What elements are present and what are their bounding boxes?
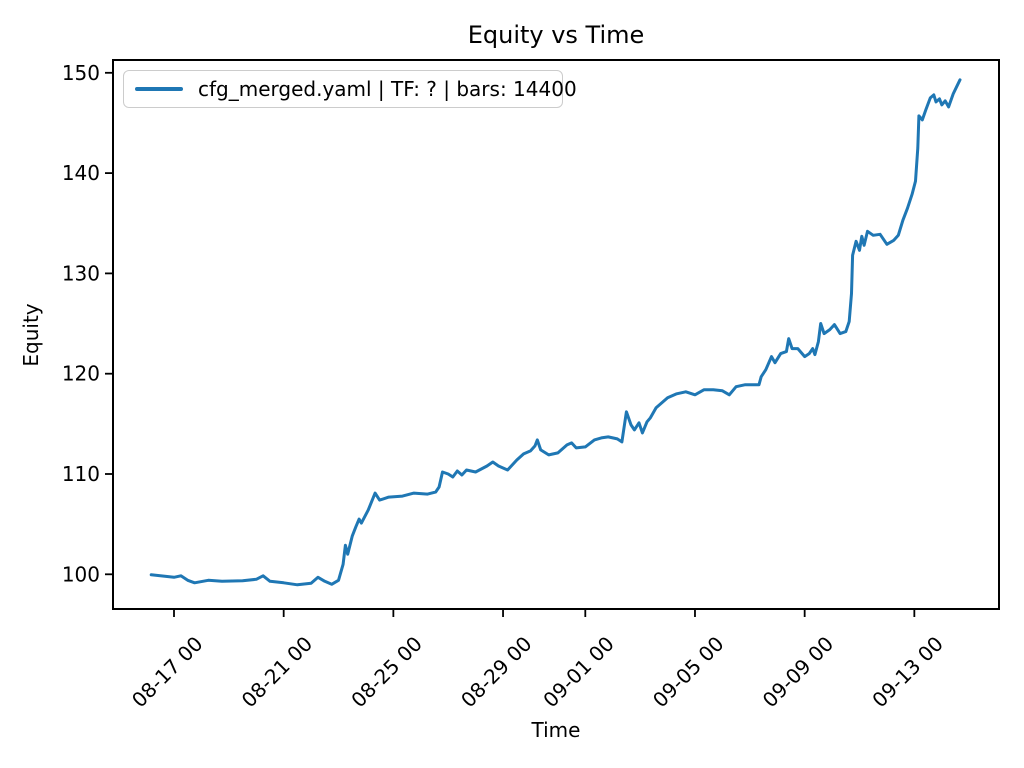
chart-title: Equity vs Time	[467, 21, 645, 49]
x-tick-label: 08-17 00	[127, 632, 208, 713]
x-tick-label: 09-05 00	[648, 632, 729, 713]
x-tick-label: 08-29 00	[456, 632, 537, 713]
y-tick-label: 110	[62, 462, 100, 486]
legend: cfg_merged.yaml | TF: ? | bars: 14400	[123, 70, 577, 108]
x-tick-label: 09-01 00	[538, 632, 619, 713]
legend-line-swatch	[135, 87, 183, 91]
y-tick-label: 130	[62, 261, 100, 285]
x-tick-label: 09-13 00	[867, 632, 948, 713]
legend-label: cfg_merged.yaml | TF: ? | bars: 14400	[198, 77, 577, 101]
y-tick-label: 140	[62, 161, 100, 185]
y-tick-label: 120	[62, 362, 100, 386]
y-tick-label: 100	[62, 562, 100, 586]
x-axis-label: Time	[531, 718, 581, 742]
x-tick-label: 08-21 00	[237, 632, 318, 713]
x-tick-label: 08-25 00	[346, 632, 427, 713]
axes-frame	[112, 59, 1000, 610]
x-tick-label: 09-09 00	[758, 632, 839, 713]
equity-line	[149, 78, 962, 587]
y-tick-label: 150	[62, 61, 100, 85]
